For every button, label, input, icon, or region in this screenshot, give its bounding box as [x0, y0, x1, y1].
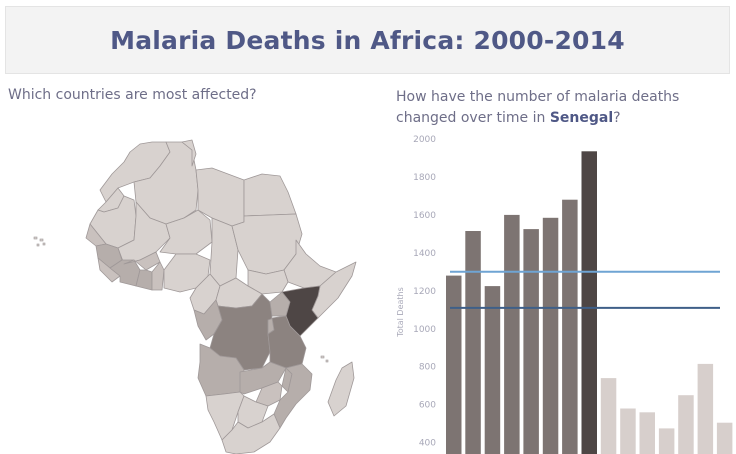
bar[interactable] — [639, 412, 656, 454]
chart-question-prefix: How have the number of malaria deaths ch… — [396, 89, 680, 126]
bar[interactable] — [581, 151, 598, 454]
y-axis-label: Total Deaths — [396, 287, 405, 338]
bar[interactable] — [600, 378, 617, 454]
dashboard-title: Malaria Deaths in Africa: 2000-2014 — [110, 25, 625, 55]
reference-lines — [450, 270, 720, 309]
chart-question: How have the number of malaria deaths ch… — [396, 87, 736, 129]
bar[interactable] — [678, 395, 694, 454]
y-tick-label: 800 — [419, 363, 436, 373]
country-niger[interactable] — [159, 209, 213, 255]
y-tick-label: 1000 — [413, 325, 436, 335]
y-tick-label: 600 — [419, 401, 436, 411]
africa-map[interactable] — [0, 130, 390, 454]
country-madagascar[interactable] — [327, 361, 355, 417]
y-axis-ticks: 400 600 800 1000 1200 1400 1600 1800 2000 — [413, 135, 436, 449]
y-tick-label: 1400 — [413, 249, 436, 259]
bar[interactable] — [542, 217, 559, 454]
bar[interactable] — [446, 275, 462, 454]
bar[interactable] — [504, 214, 520, 454]
bar[interactable] — [620, 408, 636, 454]
map-question: Which countries are most affected? — [8, 87, 257, 103]
y-tick-label: 1800 — [413, 173, 436, 183]
bar[interactable] — [697, 363, 714, 454]
y-tick-label: 1200 — [413, 287, 436, 297]
country-namibia[interactable] — [205, 391, 245, 441]
y-tick-label: 2000 — [413, 135, 436, 145]
country-egypt[interactable] — [243, 173, 297, 217]
bar[interactable] — [658, 428, 675, 454]
country-cote-divoire[interactable] — [109, 259, 141, 287]
bar[interactable] — [484, 286, 501, 454]
bar[interactable] — [465, 231, 481, 454]
country-dr-congo[interactable] — [209, 293, 273, 371]
cape-verde-islands — [33, 236, 46, 247]
deaths-bar-chart[interactable]: Total Deaths 400 600 800 1000 1200 1400 1600 18… — [390, 130, 736, 454]
selected-country[interactable]: Senegal — [549, 110, 614, 126]
country-togo-benin[interactable] — [151, 261, 165, 291]
bar[interactable] — [716, 422, 733, 454]
chart-question-suffix: ? — [613, 110, 621, 126]
bar-series — [446, 151, 733, 454]
y-tick-label: 400 — [419, 439, 436, 449]
comoros-islands — [320, 355, 329, 363]
country-sierra-leone-liberia[interactable] — [97, 257, 121, 283]
y-tick-label: 1600 — [413, 211, 436, 221]
dashboard-header: Malaria Deaths in Africa: 2000-2014 — [5, 6, 730, 74]
bar[interactable] — [523, 229, 539, 454]
bar[interactable] — [562, 199, 578, 454]
country-tunisia[interactable] — [181, 139, 197, 167]
country-kenya[interactable] — [281, 285, 321, 337]
